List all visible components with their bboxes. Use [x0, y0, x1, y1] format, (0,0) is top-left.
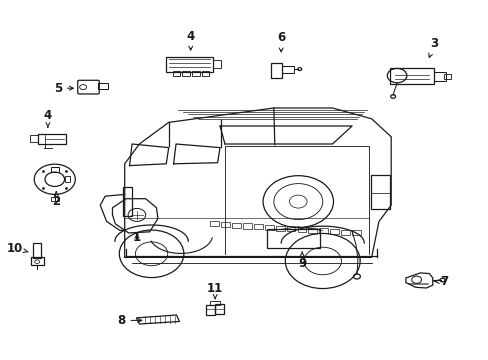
Bar [264, 225, 273, 230]
Text: 4: 4 [186, 30, 194, 50]
Bar [206, 305, 215, 315]
Bar [33, 243, 41, 258]
Bar [51, 167, 59, 172]
Text: 5: 5 [54, 82, 73, 95]
Bar [266, 229, 320, 248]
Bar [232, 223, 241, 228]
Bar [443, 74, 450, 79]
Bar [282, 66, 294, 73]
Bar [38, 134, 66, 144]
Bar [329, 229, 338, 234]
Bar [271, 63, 282, 78]
Bar [182, 71, 189, 76]
Bar [370, 175, 389, 209]
Bar [202, 71, 209, 76]
Text: 3: 3 [428, 37, 437, 58]
Bar [243, 224, 251, 229]
Bar [210, 221, 219, 226]
Bar [308, 228, 317, 233]
Bar [433, 72, 445, 81]
Text: 7: 7 [433, 275, 447, 288]
Text: 9: 9 [298, 251, 305, 270]
Text: 10: 10 [6, 242, 28, 255]
Bar [275, 226, 284, 231]
Bar [192, 71, 199, 76]
Bar [166, 57, 213, 72]
Text: 8: 8 [117, 314, 142, 327]
Bar [51, 197, 59, 201]
Text: 6: 6 [277, 31, 285, 52]
Text: 2: 2 [52, 192, 60, 208]
Bar [210, 301, 220, 305]
Bar [297, 227, 305, 232]
Text: 4: 4 [44, 109, 52, 127]
Bar [31, 257, 43, 265]
Bar [221, 222, 229, 227]
Text: 1: 1 [133, 231, 141, 244]
Bar [213, 60, 220, 68]
Bar [286, 226, 295, 231]
Bar [319, 228, 327, 233]
Bar [123, 187, 132, 216]
Bar [341, 230, 349, 235]
Bar [215, 304, 224, 314]
Bar [30, 135, 38, 142]
Bar [172, 71, 180, 76]
Bar [64, 176, 70, 182]
Bar [98, 83, 107, 89]
Bar [253, 224, 262, 229]
Text: 11: 11 [206, 282, 223, 298]
Bar [351, 230, 360, 235]
Bar [389, 68, 433, 84]
